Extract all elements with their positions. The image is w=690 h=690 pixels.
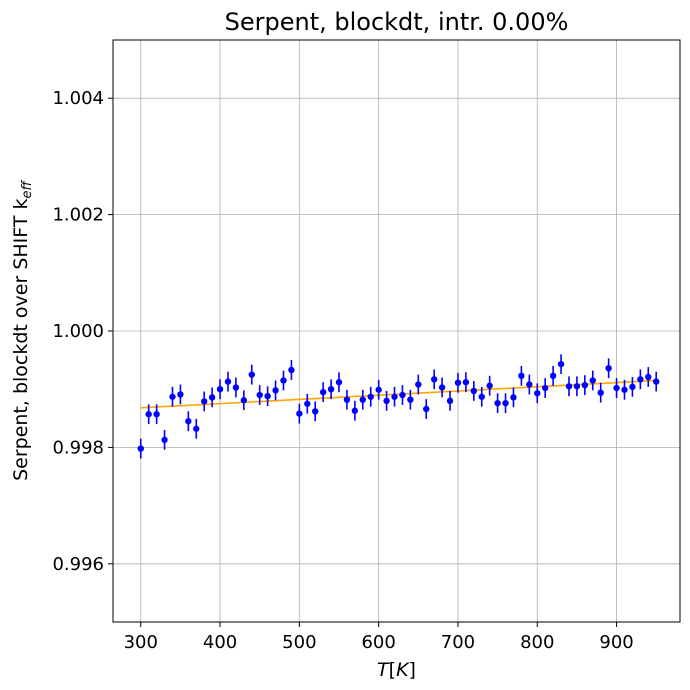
x-tick-label: 800 (520, 632, 554, 653)
data-point (581, 381, 589, 389)
data-point (193, 425, 200, 432)
series-layer (137, 354, 660, 459)
data-point (423, 405, 430, 413)
data-point (177, 391, 184, 398)
data-point (621, 386, 628, 393)
data-point (470, 387, 478, 395)
data-point (502, 399, 509, 407)
data-point (478, 393, 485, 400)
data-point (248, 371, 255, 378)
data-point (518, 372, 525, 380)
data-point (169, 393, 176, 400)
x-axis-title-part: T (377, 659, 390, 681)
data-point (367, 393, 374, 400)
x-axis-title: T[K] (377, 659, 416, 681)
data-point (494, 399, 501, 407)
x-tick-label: 400 (203, 632, 237, 653)
data-point (145, 411, 152, 418)
data-point (224, 378, 232, 385)
data-point (549, 372, 557, 380)
data-point (637, 376, 644, 383)
y-tick-label: 0.998 (52, 437, 104, 458)
data-point (597, 389, 604, 396)
data-point (153, 411, 160, 418)
data-point (653, 378, 660, 385)
data-point (137, 445, 144, 452)
data-point (375, 386, 382, 393)
x-tick-label: 300 (124, 632, 158, 653)
data-point (208, 394, 216, 401)
data-point (319, 388, 327, 396)
data-point (629, 383, 636, 391)
x-axis-title-part: ] (409, 659, 416, 681)
grid (113, 40, 680, 622)
ticks: 300 400 500 600 700 800 900 0.996 0.998 1.000 1.00… (52, 88, 633, 653)
data-point (272, 387, 279, 394)
data-point (256, 391, 263, 399)
data-point (446, 397, 454, 405)
data-point (510, 394, 517, 401)
x-axis-title-part: [ (389, 659, 396, 681)
data-point (462, 379, 470, 386)
data-point (391, 393, 398, 400)
data-point (312, 408, 319, 415)
data-point (407, 396, 414, 403)
data-point (327, 386, 335, 393)
y-tick-label: 0.996 (52, 554, 104, 575)
data-point (613, 384, 620, 392)
data-point (541, 384, 549, 392)
data-point (240, 397, 248, 404)
data-point (415, 381, 422, 388)
x-tick-label: 600 (361, 632, 395, 653)
x-tick-label: 700 (441, 632, 475, 653)
data-point (565, 383, 573, 390)
data-point (288, 366, 295, 374)
data-point (296, 410, 303, 417)
data-point (589, 377, 596, 384)
y-axis-title: Serpent, blockdt over SHIFT keff (10, 179, 35, 480)
y-tick-label: 1.002 (52, 205, 104, 226)
data-point (351, 407, 359, 414)
data-point (534, 390, 541, 397)
data-point (399, 391, 406, 399)
x-tick-label: 500 (282, 632, 316, 653)
y-tick-label: 1.000 (52, 321, 104, 342)
data-point (573, 383, 581, 390)
data-point (438, 384, 446, 391)
data-point (359, 396, 366, 403)
data-point (486, 382, 493, 389)
data-point (304, 400, 311, 407)
y-axis-title-main: Serpent, blockdt over SHIFT k (10, 198, 32, 480)
data-point (645, 373, 652, 381)
data-point (454, 379, 462, 386)
y-axis-title-subscript: eff (20, 179, 35, 198)
y-tick-label: 1.004 (52, 88, 104, 109)
data-point (200, 398, 208, 405)
data-point (264, 392, 271, 400)
data-point (232, 384, 240, 391)
data-point (430, 376, 438, 383)
x-tick-label: 900 (599, 632, 633, 653)
data-point (605, 365, 612, 372)
data-point (383, 397, 390, 405)
data-point (526, 381, 533, 388)
data-point (161, 436, 168, 444)
data-point (185, 418, 192, 425)
data-point (557, 360, 565, 368)
data-point (343, 396, 351, 403)
x-axis-title-part: K (396, 659, 410, 681)
data-point (335, 379, 343, 386)
data-point (216, 386, 224, 393)
data-point (280, 377, 287, 384)
chart-title: Serpent, blockdt, intr. 0.00% (225, 8, 569, 36)
